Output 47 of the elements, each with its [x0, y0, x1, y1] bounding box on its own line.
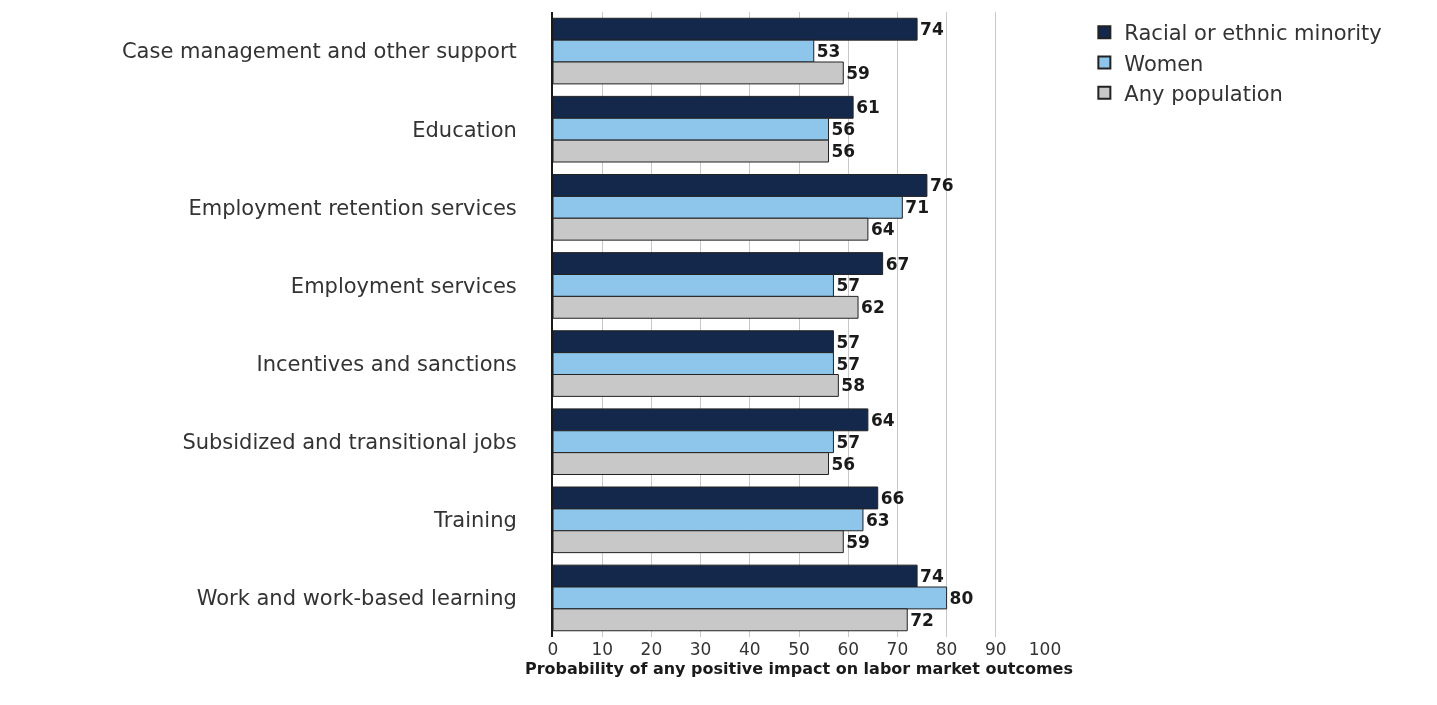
- data-label: 57: [836, 331, 861, 352]
- data-label: 66: [880, 487, 905, 508]
- y-tick-label: Incentives and sanctions: [256, 351, 517, 376]
- data-label: 74: [920, 19, 944, 40]
- data-label: 63: [865, 509, 890, 530]
- y-tick-label: Employment services: [290, 273, 517, 298]
- data-label: 67: [885, 253, 910, 274]
- data-label: 71: [905, 197, 929, 218]
- data-label: 80: [949, 587, 974, 608]
- data-label: 57: [836, 431, 861, 452]
- data-label: 72: [910, 609, 934, 630]
- y-tick-label: Employment retention services: [188, 195, 517, 220]
- data-label: 64: [870, 219, 895, 240]
- y-tick-label: Training: [432, 508, 517, 533]
- y-tick-label: Education: [412, 117, 517, 142]
- legend-label: Women: [1124, 51, 1204, 76]
- x-tick-label: 70: [886, 639, 909, 659]
- x-tick-label: 10: [591, 639, 614, 659]
- data-label: 61: [856, 97, 880, 118]
- data-label: 64: [870, 409, 895, 430]
- x-tick-label: 80: [935, 639, 958, 659]
- y-tick-label: Work and work-based learning: [196, 586, 517, 611]
- x-tick-label: 60: [837, 639, 860, 659]
- x-tick-label: 100: [1028, 639, 1062, 659]
- x-tick-label: 90: [984, 639, 1007, 659]
- x-tick-label: 20: [640, 639, 663, 659]
- data-label: 76: [929, 175, 954, 196]
- data-label: 56: [831, 453, 856, 474]
- x-tick-label: 50: [788, 639, 810, 659]
- y-tick-label: Case management and other support: [121, 39, 517, 64]
- x-tick-label: 30: [689, 639, 712, 659]
- data-label: 74: [920, 566, 944, 587]
- legend-label: Racial or ethnic minority: [1124, 21, 1382, 46]
- x-tick-label: 0: [547, 639, 559, 659]
- data-label: 59: [846, 531, 870, 552]
- data-label: 57: [836, 275, 861, 296]
- data-label: 56: [831, 141, 856, 162]
- data-label: 57: [836, 353, 861, 374]
- x-axis-title: Probability of any positive impact on labor market outcomes: [524, 659, 1074, 678]
- data-label: 62: [861, 297, 885, 318]
- y-tick-label: Subsidized and transitional jobs: [182, 430, 517, 455]
- data-label: 56: [831, 119, 856, 140]
- data-label: 53: [816, 41, 841, 62]
- x-tick-label: 40: [738, 639, 761, 659]
- data-label: 58: [841, 375, 866, 396]
- data-label: 59: [846, 62, 870, 83]
- legend-label: Any population: [1124, 81, 1283, 106]
